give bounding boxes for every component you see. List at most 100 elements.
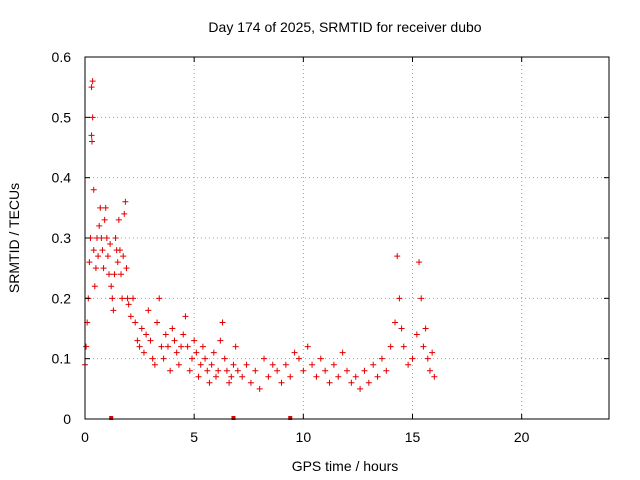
data-point: [195, 373, 202, 380]
data-point: [121, 210, 128, 217]
y-tick-label: 0.5: [52, 109, 72, 125]
data-point: [102, 204, 109, 211]
data-point: [130, 295, 137, 302]
y-tick-label: 0: [63, 411, 71, 427]
data-point: [261, 355, 268, 362]
data-point: [101, 216, 108, 223]
data-point: [357, 385, 364, 392]
data-point: [125, 301, 132, 308]
data-point: [151, 361, 158, 368]
data-point: [86, 259, 93, 266]
data-point: [291, 349, 298, 356]
data-point: [175, 361, 182, 368]
data-point: [313, 373, 320, 380]
data-point: [191, 337, 198, 344]
data-point: [213, 373, 219, 380]
data-point: [95, 253, 102, 260]
data-point: [197, 361, 204, 368]
data-point: [88, 84, 95, 91]
data-point: [154, 319, 161, 326]
data-point: [90, 247, 97, 254]
y-tick-label: 0.4: [52, 170, 72, 186]
data-point: [295, 355, 302, 362]
data-point: [111, 271, 118, 278]
x-tick-label: 20: [514, 429, 530, 445]
data-point: [335, 373, 342, 380]
data-point: [300, 367, 307, 374]
data-point: [330, 361, 337, 368]
data-point: [186, 367, 193, 374]
data-point: [114, 259, 121, 266]
data-point: [143, 331, 150, 338]
data-point: [239, 373, 246, 380]
data-point: [252, 367, 259, 374]
x-tick-label: 15: [405, 429, 421, 445]
data-point: [317, 355, 324, 362]
data-point: [134, 337, 141, 344]
data-point: [182, 313, 189, 320]
data-point: [90, 186, 97, 193]
data-point: [98, 235, 105, 241]
data-point: [232, 343, 239, 350]
data-point: [96, 222, 103, 229]
y-tick-label: 0.2: [52, 290, 72, 306]
data-point: [234, 367, 241, 374]
grid-lines: [85, 57, 609, 419]
x-tick-label: 5: [190, 429, 198, 445]
data-point: [429, 349, 436, 356]
data-point: [405, 361, 412, 368]
data-point: [138, 325, 145, 332]
data-point: [413, 331, 420, 338]
data-point: [420, 343, 427, 350]
data-point: [431, 373, 438, 380]
data-point: [416, 259, 423, 266]
data-point: [274, 367, 281, 374]
data-point: [118, 271, 125, 278]
gap-marker: [109, 416, 114, 420]
y-axis: 0 0.1 0.2 0.3 0.4 0.5 0.6: [52, 49, 609, 427]
data-point: [112, 235, 119, 241]
x-tick-label: 0: [81, 429, 89, 445]
gap-markers: [109, 416, 293, 420]
data-point: [149, 355, 156, 362]
data-point: [210, 349, 217, 356]
data-point: [396, 295, 403, 302]
data-point: [119, 295, 126, 302]
data-point: [173, 349, 180, 356]
data-point: [204, 367, 211, 374]
data-point: [103, 235, 110, 241]
data-point: [147, 337, 154, 344]
data-point: [167, 367, 174, 374]
data-point: [169, 325, 176, 332]
data-point: [158, 343, 165, 350]
data-point: [156, 295, 163, 302]
data-point: [91, 283, 98, 290]
data-point: [344, 367, 350, 374]
data-point: [171, 337, 178, 344]
data-point: [322, 367, 329, 374]
data-point: [110, 307, 117, 314]
data-point: [127, 313, 134, 320]
data-point: [361, 367, 368, 374]
data-point: [256, 385, 263, 392]
data-point: [122, 198, 129, 205]
data-point: [199, 343, 206, 350]
data-point: [202, 355, 209, 362]
data-points: [82, 78, 438, 392]
data-point: [269, 361, 276, 368]
x-axis-label: GPS time / hours: [292, 458, 399, 474]
data-point: [265, 373, 272, 380]
y-tick-label: 0.3: [52, 230, 72, 246]
plot-frame: [84, 56, 610, 420]
data-point: [243, 361, 250, 368]
data-point: [206, 379, 213, 386]
data-point: [115, 216, 122, 223]
data-point: [348, 379, 355, 386]
data-point: [394, 253, 401, 260]
data-point: [97, 204, 104, 211]
data-point: [123, 265, 130, 272]
data-point: [228, 373, 235, 380]
data-point: [88, 132, 95, 139]
data-point: [140, 349, 147, 356]
